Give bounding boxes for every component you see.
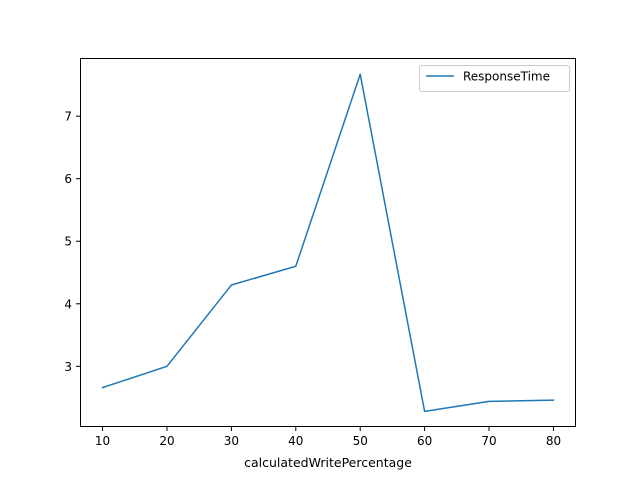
x-axis-label: calculatedWritePercentage: [244, 455, 412, 470]
y-tick-label-5: 5: [64, 235, 72, 249]
x-axis: 10 20 30 40 50 60 70 80: [95, 427, 561, 448]
x-tick-label-30: 30: [224, 434, 239, 448]
x-tick-label-10: 10: [95, 434, 110, 448]
y-tick-label-7: 7: [64, 110, 72, 124]
x-tick-label-80: 80: [546, 434, 561, 448]
plot-area: [80, 58, 576, 427]
y-tick-label-6: 6: [64, 172, 72, 186]
x-tick-label-60: 60: [417, 434, 432, 448]
y-tick-label-4: 4: [64, 297, 72, 311]
legend-label-responsetime: ResponseTime: [463, 70, 550, 84]
legend-box: [419, 65, 570, 92]
y-axis: 3 4 5 6 7: [64, 110, 80, 374]
x-tick-label-20: 20: [159, 434, 174, 448]
x-tick-label-40: 40: [288, 434, 303, 448]
x-tick-label-70: 70: [481, 434, 496, 448]
series-layer: [101, 73, 555, 413]
x-tick-label-50: 50: [353, 434, 368, 448]
y-tick-label-3: 3: [64, 360, 72, 374]
legend: ResponseTime: [419, 65, 570, 92]
series-line-responsetime: [101, 73, 555, 413]
plot-frame: [80, 58, 576, 427]
